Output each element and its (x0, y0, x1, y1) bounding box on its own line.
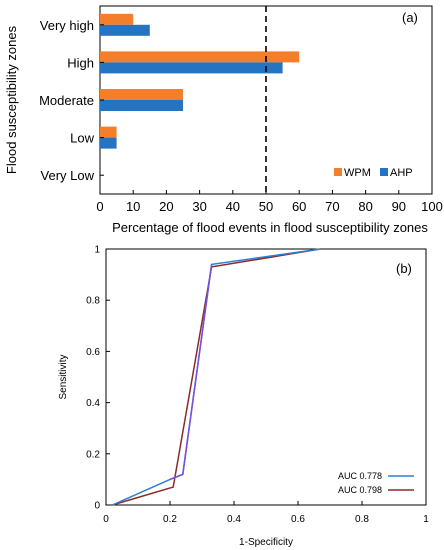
bar-wpm-moderate (100, 89, 183, 100)
x-tick-label: 40 (226, 199, 240, 214)
y-tick-label-low: Low (70, 131, 94, 146)
legend-label-auc-0798: AUC 0.798 (338, 485, 382, 495)
legend: AUC 0.778 AUC 0.798 (338, 471, 414, 495)
bar-wpm-high (100, 51, 300, 63)
x-tick-label: 100 (421, 199, 443, 214)
bar-ahp-very-high (100, 24, 150, 36)
bar-chart-panel: 0 10 20 30 40 50 60 70 80 90 100 Very high High Mode… (4, 5, 443, 235)
bar-ahp-high (100, 62, 283, 74)
legend: WPM AHP (334, 167, 413, 179)
roc-line-overlap-segment (169, 264, 213, 481)
y-tick-label-high: High (67, 55, 94, 70)
x-axis-label: Percentage of flood events in flood susc… (112, 220, 428, 235)
bar-ahp-moderate (100, 100, 183, 111)
roc-curves (112, 248, 321, 506)
y-tick-label: 0.4 (86, 398, 100, 409)
x-tick-label: 0.4 (227, 514, 241, 525)
x-axis-ticks: 0 10 20 30 40 50 60 70 80 90 100 (96, 190, 443, 214)
x-tick-label: 0 (96, 199, 103, 214)
legend-label-auc-0778: AUC 0.778 (338, 471, 382, 481)
y-tick-label-moderate: Moderate (39, 93, 94, 108)
bar-marks (100, 13, 300, 149)
roc-chart-panel: 0 0.2 0.4 0.6 0.8 1 0 0.2 0.4 0.6 0.8 1 (b) 1-Spec… (58, 245, 429, 549)
x-tick-label: 20 (159, 199, 173, 214)
x-tick-label: 30 (192, 199, 206, 214)
y-tick-label: 0.6 (86, 347, 100, 358)
y-tick-label: 1 (94, 245, 100, 256)
x-tick-label: 90 (392, 199, 406, 214)
legend-label-ahp: AHP (390, 167, 413, 179)
bar-ahp-low (100, 137, 117, 149)
y-axis-label: Flood susceptibility zones (4, 25, 19, 174)
legend-swatch-wpm (334, 168, 342, 176)
roc-line-auc-0-778 (112, 248, 321, 506)
bar-wpm-low (100, 126, 117, 138)
roc-line-auc-0-798 (112, 248, 321, 506)
x-tick-label: 1 (423, 514, 429, 525)
legend-swatch-ahp (380, 168, 388, 176)
y-tick-label-very-low: Very Low (41, 168, 95, 183)
x-tick-label: 0 (103, 514, 109, 525)
y-tick-label: 0 (94, 501, 100, 512)
x-axis-ticks: 0 0.2 0.4 0.6 0.8 1 (103, 501, 429, 525)
x-axis-label: 1-Specificity (239, 537, 293, 548)
x-tick-label: 0.8 (355, 514, 369, 525)
x-tick-label: 50 (259, 199, 273, 214)
x-tick-label: 60 (292, 199, 306, 214)
roc-chart-frame (105, 248, 427, 506)
y-axis-ticks: 0 0.2 0.4 0.6 0.8 1 (86, 245, 110, 512)
panel-label-a: (a) (402, 10, 418, 25)
bar-wpm-very-high (100, 13, 134, 25)
y-axis-ticks: Very high High Moderate Low Very Low (39, 18, 104, 183)
y-tick-label: 0.2 (86, 449, 100, 460)
x-tick-label: 0.2 (163, 514, 177, 525)
y-axis-label: Sensitivity (58, 354, 69, 399)
x-tick-label: 10 (126, 199, 140, 214)
y-tick-label: 0.8 (86, 296, 100, 307)
panel-label-b: (b) (396, 261, 412, 276)
legend-label-wpm: WPM (344, 167, 371, 179)
x-tick-label: 0.6 (291, 514, 305, 525)
y-tick-label-very-high: Very high (40, 18, 94, 33)
x-tick-label: 80 (358, 199, 372, 214)
x-tick-label: 70 (325, 199, 339, 214)
